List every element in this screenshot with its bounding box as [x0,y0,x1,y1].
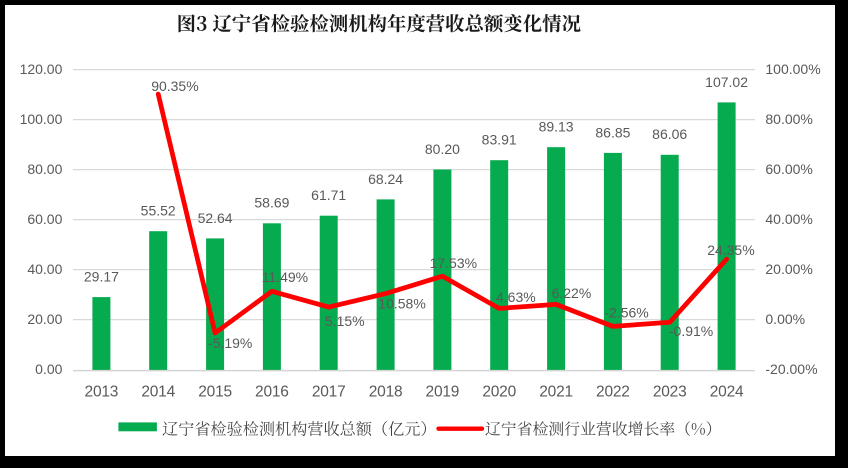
svg-text:20.00%: 20.00% [765,261,812,277]
svg-text:89.13: 89.13 [539,119,574,135]
svg-text:-0.91%: -0.91% [669,323,713,339]
svg-text:40.00: 40.00 [27,261,62,277]
svg-text:86.06: 86.06 [652,126,687,142]
svg-text:107.02: 107.02 [705,74,748,90]
svg-text:0.00%: 0.00% [765,311,805,327]
svg-text:6.22%: 6.22% [552,285,592,301]
svg-text:68.24: 68.24 [368,171,403,187]
svg-text:90.35%: 90.35% [151,78,198,94]
svg-text:40.00%: 40.00% [765,211,812,227]
svg-text:2020: 2020 [482,383,516,400]
svg-text:86.85: 86.85 [595,124,630,140]
svg-text:-5.19%: -5.19% [208,335,252,351]
svg-text:29.17: 29.17 [84,269,119,285]
svg-text:2022: 2022 [596,383,630,400]
svg-text:60.00: 60.00 [27,211,62,227]
svg-text:52.64: 52.64 [198,210,233,226]
svg-text:61.71: 61.71 [311,187,346,203]
svg-text:2019: 2019 [426,383,460,400]
svg-text:2017: 2017 [312,383,346,400]
svg-text:83.91: 83.91 [482,132,517,148]
svg-text:5.15%: 5.15% [325,313,365,329]
svg-text:-2.56%: -2.56% [604,305,648,321]
svg-text:2015: 2015 [198,383,232,400]
svg-text:10.58%: 10.58% [378,296,425,312]
svg-text:2014: 2014 [141,383,175,400]
svg-text:0.00: 0.00 [35,361,62,377]
svg-text:-20.00%: -20.00% [765,361,817,377]
svg-text:58.69: 58.69 [254,195,289,211]
svg-text:80.00: 80.00 [27,161,62,177]
svg-text:17.53%: 17.53% [430,255,477,271]
svg-text:2021: 2021 [539,383,573,400]
svg-text:2018: 2018 [369,383,403,400]
svg-text:55.52: 55.52 [141,203,176,219]
svg-text:20.00: 20.00 [27,311,62,327]
svg-text:2024: 2024 [710,383,744,400]
svg-text:100.00%: 100.00% [765,61,820,77]
svg-text:4.63%: 4.63% [496,289,536,305]
svg-text:11.49%: 11.49% [262,269,308,285]
svg-text:100.00: 100.00 [20,111,63,127]
svg-text:120.00: 120.00 [20,61,63,77]
svg-text:24.35%: 24.35% [707,242,754,258]
svg-text:80.00%: 80.00% [765,111,812,127]
svg-text:60.00%: 60.00% [765,161,812,177]
svg-text:80.20: 80.20 [425,141,460,157]
svg-text:2023: 2023 [653,383,687,400]
svg-text:2013: 2013 [85,383,119,400]
svg-text:2016: 2016 [255,383,289,400]
